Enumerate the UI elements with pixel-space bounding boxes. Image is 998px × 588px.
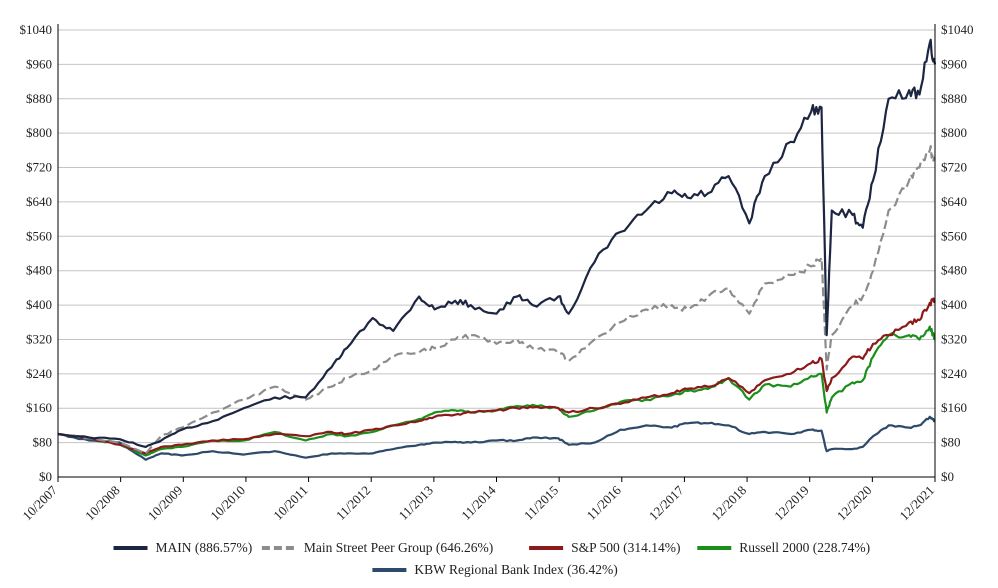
- axes: [57, 24, 936, 478]
- y-tick-label-right: $880: [941, 91, 967, 106]
- legend-label: KBW Regional Bank Index (36.42%): [414, 562, 617, 577]
- series-line-kbw-regional-bank-index: [57, 415, 936, 461]
- legend-label: MAIN (886.57%): [156, 540, 253, 555]
- series-line-s-p-500: [57, 297, 936, 455]
- y-axis-right-ticks: $0 $80 $160 $240 $320 $400 $480 $560 $640 $720 $80…: [941, 22, 974, 484]
- y-tick-label-left: $880: [26, 91, 52, 106]
- x-tick-label: 12/2020: [834, 483, 875, 524]
- y-tick-label-left: $160: [26, 400, 52, 415]
- legend-label: Russell 2000 (228.74%): [739, 540, 870, 555]
- x-tick-label: 11/2015: [521, 483, 561, 523]
- y-tick-label-right: $80: [941, 435, 961, 450]
- y-tick-label-left: $560: [26, 228, 52, 243]
- y-tick-label-left: $720: [26, 160, 52, 175]
- legend-label: S&P 500 (314.14%): [571, 540, 680, 555]
- y-tick-label-right: $160: [941, 400, 967, 415]
- series-line-russell-2000: [57, 325, 936, 457]
- y-tick-label-left: $80: [33, 435, 53, 450]
- y-tick-label-right: $720: [941, 160, 967, 175]
- x-tick-label: 11/2016: [584, 482, 625, 523]
- x-tick-label: 12/2018: [708, 483, 749, 524]
- gridlines: [58, 29, 935, 444]
- y-tick-label-right: $800: [941, 125, 967, 140]
- y-tick-label-left: $0: [39, 469, 52, 484]
- x-tick-label: 10/2010: [207, 483, 248, 524]
- y-tick-label-right: $960: [941, 56, 967, 71]
- y-tick-label-right: $320: [941, 331, 967, 346]
- x-tick-label: 12/2021: [896, 483, 937, 524]
- series-line-main-street-peer-group: [57, 145, 936, 455]
- x-tick-label: 12/2017: [646, 482, 687, 523]
- y-tick-label-left: $640: [26, 194, 52, 209]
- y-tick-label-right: $480: [941, 263, 967, 278]
- y-tick-label-left: $960: [26, 56, 52, 71]
- legend: MAIN (886.57%) Main Street Peer Group (64…: [113, 540, 870, 577]
- x-tick-label: 11/2014: [458, 482, 499, 523]
- series-line-main: [57, 38, 937, 448]
- x-tick-label: 11/2013: [396, 483, 436, 523]
- x-tick-label: 11/2012: [333, 483, 373, 523]
- y-tick-label-left: $240: [26, 366, 52, 381]
- x-tick-label: 10/2009: [145, 483, 186, 524]
- y-tick-label-right: $1040: [941, 22, 974, 37]
- x-tick-label: 10/2011: [270, 483, 310, 523]
- y-tick-label-right: $640: [941, 194, 967, 209]
- y-tick-label-right: $0: [941, 469, 954, 484]
- x-tick-label: 10/2007: [19, 482, 60, 523]
- x-tick-label: 12/2019: [771, 483, 812, 524]
- series-lines: [57, 38, 937, 461]
- y-tick-label-left: $320: [26, 331, 52, 346]
- x-axis-ticks: 10/2007 10/2008 10/2009 10/2010 10/2011 11/20…: [19, 477, 937, 523]
- y-tick-label-left: $400: [26, 297, 52, 312]
- y-tick-label-left: $480: [26, 263, 52, 278]
- x-tick-label: 10/2008: [82, 483, 123, 524]
- y-tick-label-right: $240: [941, 366, 967, 381]
- y-tick-label-right: $400: [941, 297, 967, 312]
- y-tick-label-left: $800: [26, 125, 52, 140]
- y-tick-label-right: $560: [941, 228, 967, 243]
- legend-label: Main Street Peer Group (646.26%): [304, 540, 493, 555]
- y-axis-left-ticks: $0 $80 $160 $240 $320 $400 $480 $560 $640 $720 $80…: [20, 22, 53, 484]
- y-tick-label-left: $1040: [20, 22, 53, 37]
